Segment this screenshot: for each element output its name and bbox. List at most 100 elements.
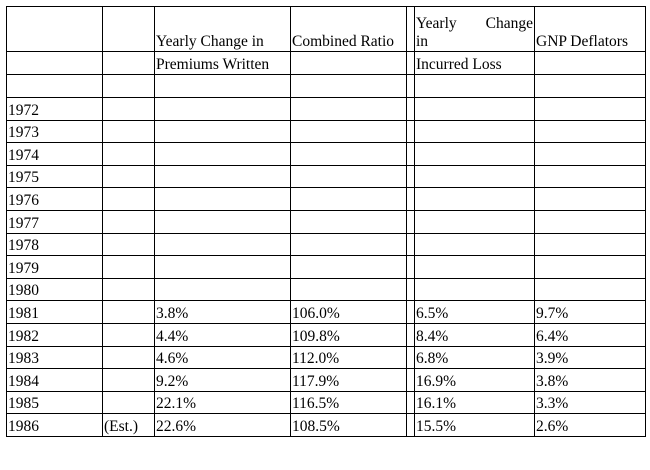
header2-cell-year — [6, 51, 103, 75]
header-gap — [406, 6, 415, 52]
year-cell: 1982 — [6, 322, 103, 347]
combined-ratio-cell: 116.5% — [290, 390, 407, 415]
premiums-cell — [154, 209, 291, 234]
table-row: 1972 — [6, 97, 646, 121]
incurred-loss-cell — [414, 97, 535, 121]
incurred-loss-cell — [414, 255, 535, 279]
header-incurred-loss: Yearly Change in — [414, 6, 535, 52]
header2-cell-combined — [290, 51, 407, 75]
gnp-deflator-cell: 3.8% — [534, 368, 646, 392]
spacer-cell — [290, 74, 407, 98]
incurred-loss-cell: 6.5% — [414, 300, 535, 324]
table-row: 1973 — [6, 119, 646, 144]
note-cell — [102, 322, 155, 347]
header-cell-note — [102, 6, 155, 52]
table-row: 1974 — [6, 142, 646, 166]
gap-cell — [406, 368, 415, 392]
spacer-cell — [102, 74, 155, 98]
combined-ratio-cell — [290, 255, 407, 279]
table-row: 1979 — [6, 255, 646, 279]
combined-ratio-cell — [290, 164, 407, 189]
gap-cell — [406, 209, 415, 234]
premiums-cell — [154, 277, 291, 302]
table-row: 1983 4.6% 112.0% 6.8% 3.9% — [6, 345, 646, 370]
header2-gap — [406, 51, 415, 75]
premiums-cell: 22.1% — [154, 390, 291, 415]
gap-cell — [406, 390, 415, 415]
note-cell — [102, 368, 155, 392]
premiums-cell: 4.4% — [154, 322, 291, 347]
gnp-deflator-cell: 9.7% — [534, 300, 646, 324]
note-cell — [102, 345, 155, 370]
table-row: 1982 4.4% 109.8% 8.4% 6.4% — [6, 322, 646, 347]
note-cell: (Est.) — [102, 413, 155, 437]
header-loss-word-1: Yearly — [416, 15, 457, 32]
note-cell — [102, 97, 155, 121]
header-loss-word-3: in — [416, 33, 429, 50]
spacer-cell — [6, 74, 103, 98]
header-incurred-loss-line2: Incurred Loss — [414, 51, 535, 75]
header-premiums-line2: Premiums Written — [154, 51, 291, 75]
premiums-cell — [154, 187, 291, 211]
note-cell — [102, 209, 155, 234]
gap-cell — [406, 164, 415, 189]
year-cell: 1974 — [6, 142, 103, 166]
gnp-deflator-cell — [534, 97, 646, 121]
spacer-row — [6, 74, 646, 98]
combined-ratio-cell — [290, 232, 407, 257]
premiums-cell: 4.6% — [154, 345, 291, 370]
incurred-loss-cell: 16.1% — [414, 390, 535, 415]
incurred-loss-cell — [414, 277, 535, 302]
gnp-deflator-cell — [534, 164, 646, 189]
header-gnp-deflators: GNP Deflators — [534, 6, 646, 52]
header-row-2: Premiums Written Incurred Loss — [6, 51, 646, 75]
premiums-cell: 3.8% — [154, 300, 291, 324]
incurred-loss-cell — [414, 164, 535, 189]
gnp-deflator-cell — [534, 187, 646, 211]
gnp-deflator-cell — [534, 119, 646, 144]
incurred-loss-cell — [414, 209, 535, 234]
combined-ratio-cell — [290, 119, 407, 144]
gnp-deflator-cell — [534, 255, 646, 279]
note-cell — [102, 255, 155, 279]
year-cell: 1983 — [6, 345, 103, 370]
table-row: 1986 (Est.) 22.6% 108.5% 15.5% 2.6% — [6, 413, 646, 437]
gap-cell — [406, 255, 415, 279]
premiums-cell — [154, 142, 291, 166]
premiums-cell: 9.2% — [154, 368, 291, 392]
year-cell: 1978 — [6, 232, 103, 257]
gnp-deflator-cell: 3.3% — [534, 390, 646, 415]
table-row: 1980 — [6, 277, 646, 302]
gap-cell — [406, 322, 415, 347]
year-cell: 1972 — [6, 97, 103, 121]
year-cell: 1975 — [6, 164, 103, 189]
gap-cell — [406, 232, 415, 257]
gap-cell — [406, 277, 415, 302]
combined-ratio-cell: 106.0% — [290, 300, 407, 324]
header2-cell-gnp — [534, 51, 646, 75]
table-row: 1976 — [6, 187, 646, 211]
note-cell — [102, 187, 155, 211]
header2-cell-note — [102, 51, 155, 75]
gap-cell — [406, 300, 415, 324]
table-row: 1977 — [6, 209, 646, 234]
gap-cell — [406, 97, 415, 121]
gnp-deflator-cell — [534, 209, 646, 234]
gap-cell — [406, 413, 415, 437]
spacer-gap — [406, 74, 415, 98]
incurred-loss-cell — [414, 119, 535, 144]
year-cell: 1977 — [6, 209, 103, 234]
combined-ratio-cell — [290, 277, 407, 302]
incurred-loss-cell: 6.8% — [414, 345, 535, 370]
premiums-cell — [154, 232, 291, 257]
header-cell-year — [6, 6, 103, 52]
incurred-loss-cell — [414, 232, 535, 257]
year-cell: 1973 — [6, 119, 103, 144]
gap-cell — [406, 345, 415, 370]
gnp-deflator-cell — [534, 232, 646, 257]
premiums-cell — [154, 119, 291, 144]
gnp-deflator-cell: 3.9% — [534, 345, 646, 370]
year-cell: 1984 — [6, 368, 103, 392]
gnp-deflator-cell — [534, 142, 646, 166]
year-cell: 1981 — [6, 300, 103, 324]
